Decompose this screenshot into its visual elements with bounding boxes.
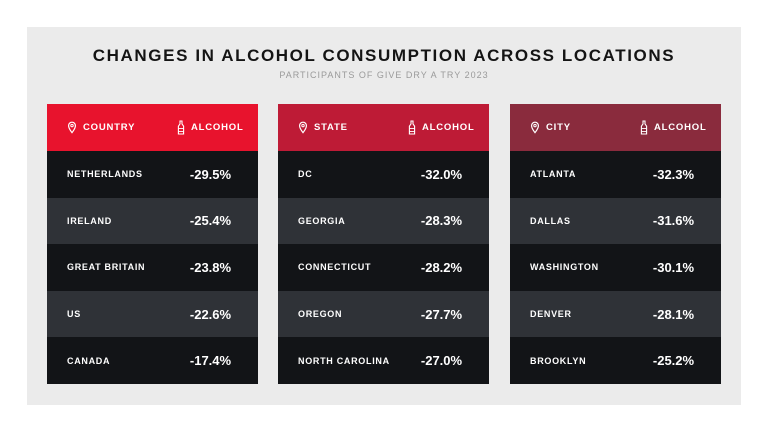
table-row: ATLANTA -32.3%	[510, 151, 721, 198]
row-value: -23.8%	[189, 259, 232, 275]
table-row: NETHERLANDS -29.5%	[47, 151, 258, 198]
city-table-header: CITY ALCOHOL	[510, 104, 721, 151]
row-label: NETHERLANDS	[67, 169, 143, 180]
chart-subtitle: PARTICIPANTS OF GIVE DRY A TRY 2023	[279, 70, 489, 80]
location-pin-icon	[530, 121, 540, 134]
table-row: NORTH CAROLINA -27.0%	[278, 337, 489, 384]
table-row: DALLAS -31.6%	[510, 197, 721, 245]
alcohol-header-label: ALCOHOL	[422, 122, 475, 133]
row-label: CANADA	[67, 355, 111, 366]
row-label: ATLANTA	[530, 169, 577, 180]
row-value: -31.6%	[652, 213, 695, 229]
table-row: DENVER -28.1%	[510, 290, 721, 338]
row-value: -32.3%	[652, 166, 695, 182]
table-row: CANADA -17.4%	[47, 337, 258, 384]
country-table: COUNTRY ALCOHOL NETHERLANDS -29.5% IRELAN…	[47, 104, 258, 384]
country-table-header: COUNTRY ALCOHOL	[47, 104, 258, 151]
table-row: GEORGIA -28.3%	[278, 197, 489, 245]
row-label: DC	[298, 169, 313, 180]
table-row: WASHINGTON -30.1%	[510, 244, 721, 291]
row-value: -17.4%	[189, 353, 232, 369]
table-row: GREAT BRITAIN -23.8%	[47, 244, 258, 291]
bottle-icon	[177, 120, 185, 135]
row-label: US	[67, 309, 81, 320]
bottle-icon	[408, 120, 416, 135]
row-value: -29.5%	[189, 166, 232, 182]
row-value: -27.7%	[420, 306, 463, 322]
chart-title: CHANGES IN ALCOHOL CONSUMPTION ACROSS LO…	[92, 46, 676, 65]
row-label: DALLAS	[530, 215, 571, 226]
table-row: OREGON -27.7%	[278, 290, 489, 338]
state-table: STATE ALCOHOL DC -32.0% GEORGIA -28.3% CON…	[278, 104, 489, 384]
row-value: -25.2%	[652, 353, 695, 369]
location-header-label: CITY	[546, 122, 571, 133]
row-label: NORTH CAROLINA	[298, 355, 390, 366]
row-value: -32.0%	[420, 166, 463, 182]
row-value: -28.3%	[420, 213, 463, 229]
alcohol-header-label: ALCOHOL	[654, 122, 707, 133]
table-row: DC -32.0%	[278, 151, 489, 198]
location-pin-icon	[298, 121, 308, 134]
row-label: GEORGIA	[298, 215, 346, 226]
row-label: WASHINGTON	[530, 262, 599, 273]
row-value: -28.2%	[420, 259, 463, 275]
row-label: IRELAND	[67, 215, 112, 226]
city-table: CITY ALCOHOL ATLANTA -32.3% DALLAS -31.6% …	[510, 104, 721, 384]
alcohol-header-label: ALCOHOL	[191, 122, 244, 133]
table-row: US -22.6%	[47, 290, 258, 338]
row-value: -22.6%	[189, 306, 232, 322]
table-row: CONNECTICUT -28.2%	[278, 244, 489, 291]
state-table-header: STATE ALCOHOL	[278, 104, 489, 151]
row-label: DENVER	[530, 309, 572, 320]
row-value: -28.1%	[652, 306, 695, 322]
row-label: BROOKLYN	[530, 355, 587, 366]
row-value: -30.1%	[652, 259, 695, 275]
table-row: BROOKLYN -25.2%	[510, 337, 721, 384]
row-value: -25.4%	[189, 213, 232, 229]
row-label: GREAT BRITAIN	[67, 262, 146, 273]
location-pin-icon	[67, 121, 77, 134]
bottle-icon	[640, 120, 648, 135]
location-header-label: STATE	[314, 122, 348, 133]
table-row: IRELAND -25.4%	[47, 197, 258, 245]
location-header-label: COUNTRY	[83, 122, 136, 133]
row-value: -27.0%	[420, 353, 463, 369]
row-label: CONNECTICUT	[298, 262, 372, 273]
row-label: OREGON	[298, 309, 343, 320]
